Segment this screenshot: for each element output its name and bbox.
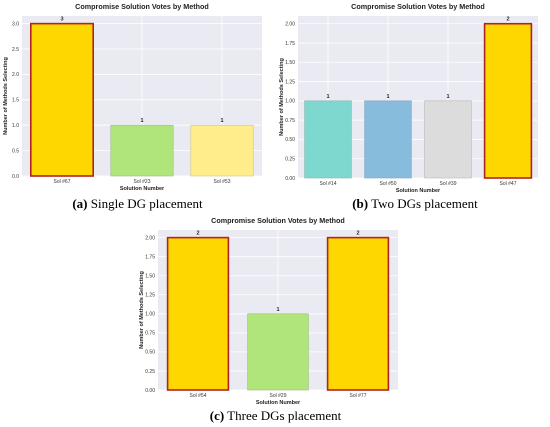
ytick-label: 1.50 [285,60,295,66]
bar-chart-c: Compromise Solution Votes by Method 0.00 0… [139,216,398,406]
xtick-label: Sol #50 [380,181,397,187]
ytick-label: 2.5 [12,47,19,53]
ytick-label: 0.50 [145,350,155,356]
chart-title: Compromise Solution Votes by Method [211,216,345,225]
caption-a: (a) Single DG placement [0,196,275,212]
caption-c: (c) Three DGs placement [138,408,413,424]
bar-sol-14 [304,100,352,179]
ytick-label: 1.00 [285,99,295,105]
ytick-label: 0.00 [145,388,155,394]
ytick-label: 2.0 [12,72,19,78]
chart-panel-c: Compromise Solution Votes by Method 0.00 0… [138,210,413,408]
ytick-label: 3.0 [12,21,19,27]
data-label: 1 [326,94,329,100]
ytick-label: 1.0 [12,123,19,129]
xtick-label: Sol #47 [500,181,517,187]
xtick-label: Sol #29 [270,393,287,399]
caption-a-letter: (a) [72,196,88,211]
chart-panel-b: Compromise Solution Votes by Method 0.00 0… [279,0,550,195]
data-label: 2 [506,17,509,23]
data-label: 1 [220,118,223,124]
x-axis-label: Solution Number [396,188,441,194]
ytick-label: 0.0 [12,174,19,180]
bar-sol-50 [364,100,412,179]
ytick-label: 2.00 [145,235,155,241]
data-label: 2 [356,231,359,237]
xtick-label: Sol #77 [350,393,367,399]
data-label: 1 [276,307,279,313]
x-axis-label: Solution Number [256,400,301,406]
ytick-label: 1.25 [145,293,155,299]
y-axis-label: Number of Methods Selecting [3,57,9,135]
ytick-label: 0.75 [285,118,295,124]
xtick-label: Sol #14 [320,181,337,187]
ytick-label: 0.75 [145,331,155,337]
x-axis-label: Solution Number [120,186,165,192]
ytick-label: 1.50 [145,274,155,280]
bar-sol-29 [247,313,309,391]
ytick-label: 1.25 [285,79,295,85]
chart-panel-a: Compromise Solution Votes by Method 0.0 0.… [0,0,270,195]
ytick-label: 1.75 [145,254,155,260]
xtick-label: Sol #54 [190,393,207,399]
caption-c-text: Three DGs placement [224,408,342,423]
data-label: 1 [386,94,389,100]
ytick-label: 1.5 [12,98,19,104]
xtick-label: Sol #53 [214,179,231,185]
chart-title: Compromise Solution Votes by Method [351,2,485,11]
data-label: 1 [446,94,449,100]
caption-a-text: Single DG placement [87,196,203,211]
bar-sol-47 [483,22,533,179]
xtick-label: Sol #39 [440,181,457,187]
bar-sol-39 [424,100,472,179]
bar-sol-77 [326,236,390,391]
caption-b-letter: (b) [352,196,369,211]
caption-b: (b) Two DGs placement [280,196,550,212]
bar-sol-54 [166,236,230,391]
ytick-label: 2.00 [285,22,295,28]
bar-sol-23 [110,124,174,177]
y-axis-label: Number of Methods Selecting [139,271,145,349]
ytick-label: 0.25 [145,369,155,375]
ytick-label: 0.00 [285,176,295,182]
y-axis-label: Number of Methods Selecting [279,58,285,136]
bar-chart-b: Compromise Solution Votes by Method 0.00 0… [279,2,538,194]
ytick-label: 1.00 [145,312,155,318]
xtick-label: Sol #67 [54,179,71,185]
ytick-label: 0.50 [285,137,295,143]
data-label: 1 [140,118,143,124]
bar-chart-a: Compromise Solution Votes by Method 0.0 0.… [3,2,262,192]
bar-sol-53 [190,124,254,177]
ytick-label: 0.25 [285,157,295,163]
caption-b-text: Two DGs placement [368,196,478,211]
caption-c-letter: (c) [209,408,225,423]
data-label: 2 [196,231,199,237]
xtick-label: Sol #23 [134,179,151,185]
chart-title: Compromise Solution Votes by Method [75,2,209,11]
ytick-label: 0.5 [12,148,19,154]
ytick-label: 1.75 [285,41,295,47]
bar-sol-67 [29,22,95,177]
data-label: 3 [60,17,63,23]
